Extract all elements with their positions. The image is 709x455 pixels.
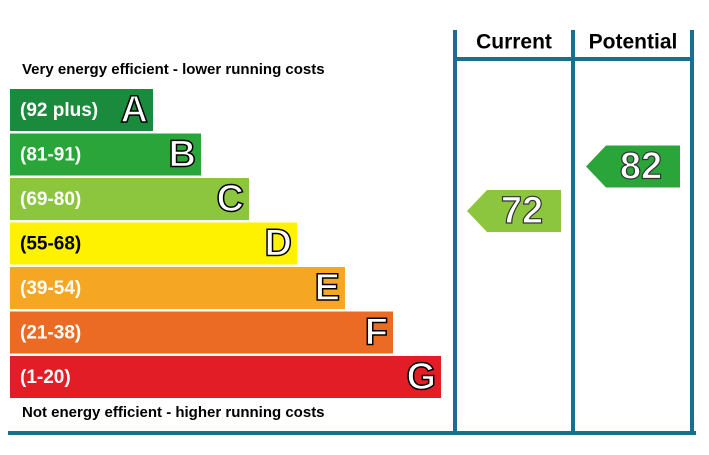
band-range: (55-68): [20, 234, 81, 255]
band-range: (92 plus): [20, 100, 98, 121]
frame-line: [571, 30, 575, 435]
bottom-label: Not energy efficient - higher running co…: [22, 404, 325, 421]
band: [10, 178, 249, 220]
rating-value: 72: [501, 190, 543, 232]
band: [10, 311, 393, 354]
frame-line: [453, 30, 457, 435]
rating-value: 82: [620, 146, 662, 188]
frame-line: [8, 431, 696, 435]
top-label: Very energy efficient - lower running co…: [22, 61, 325, 78]
band: [10, 89, 153, 131]
band-letter: B: [169, 134, 196, 176]
band-range: (69-80): [20, 189, 81, 210]
band-range: (81-91): [20, 145, 81, 166]
band-range: (21-38): [20, 323, 81, 344]
rating-arrow: [586, 145, 680, 188]
band-range: (39-54): [20, 278, 81, 299]
frame-line: [453, 57, 694, 61]
column-header: Current: [476, 31, 552, 54]
band-letter: A: [121, 89, 148, 131]
rating-arrow: [467, 190, 561, 232]
band: [10, 267, 345, 309]
band: [10, 356, 441, 398]
band: [10, 222, 297, 265]
column-header: Potential: [589, 31, 678, 54]
band-letter: C: [217, 178, 244, 220]
band: [10, 133, 201, 176]
band-range: (1-20): [20, 367, 71, 388]
band-letter: D: [265, 223, 292, 265]
band-letter: G: [406, 356, 436, 398]
band-letter: F: [365, 312, 388, 354]
band-letter: E: [315, 267, 340, 309]
frame-line: [690, 30, 694, 435]
